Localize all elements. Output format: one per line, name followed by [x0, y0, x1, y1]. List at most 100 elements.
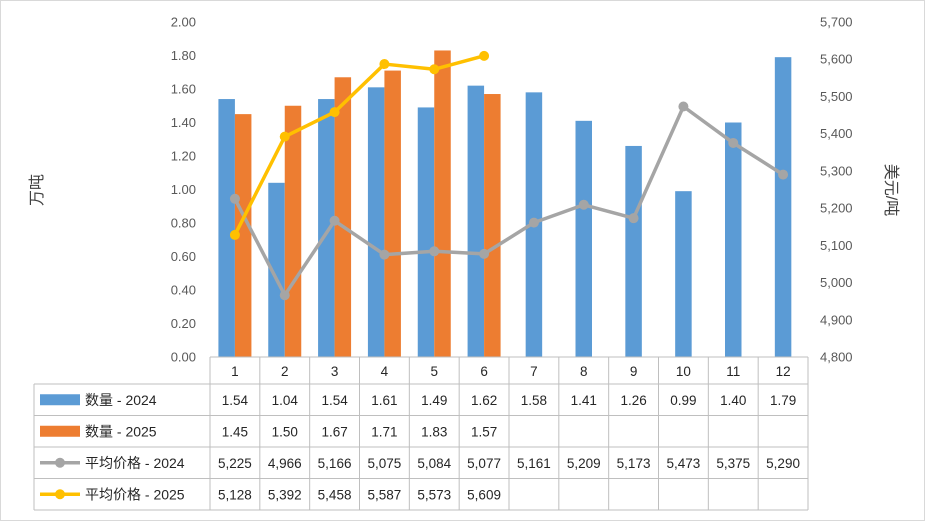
y-tick-right: 5,300: [820, 163, 853, 178]
data-label: 1.71: [371, 424, 397, 439]
y-tick-left: 1.60: [171, 82, 196, 97]
data-label: 1.79: [770, 393, 796, 408]
x-tick-label: 11: [726, 364, 740, 379]
bar-qty-2024: [467, 85, 485, 358]
data-label: 5,084: [417, 456, 451, 471]
legend-marker: [55, 457, 65, 468]
point-price-2024: [379, 249, 390, 260]
point-price-2024: [678, 101, 689, 112]
data-label: 1.67: [321, 424, 347, 439]
legend-swatch: [40, 394, 80, 406]
data-label: 5,458: [318, 487, 352, 502]
data-label: 5,473: [667, 456, 701, 471]
data-label: 5,392: [268, 487, 302, 502]
data-label: 1.62: [471, 393, 497, 408]
data-label: 1.54: [321, 393, 348, 408]
y-tick-right: 5,500: [820, 89, 853, 104]
data-label: 1.58: [521, 393, 547, 408]
y-tick-right: 5,700: [820, 15, 853, 30]
y-tick-right: 5,600: [820, 52, 853, 67]
data-label: 1.40: [720, 393, 746, 408]
data-label: 0.99: [670, 393, 696, 408]
y-tick-left: 0.20: [171, 316, 196, 331]
x-tick-label: 5: [430, 364, 438, 379]
point-price-2024: [778, 169, 789, 180]
x-tick-label: 2: [281, 364, 289, 379]
data-label: 1.41: [571, 393, 597, 408]
point-price-2024: [329, 215, 340, 226]
data-label: 5,290: [766, 456, 800, 471]
y-tick-right: 5,000: [820, 275, 853, 290]
x-tick-label: 7: [530, 364, 538, 379]
bar-qty-2024: [625, 145, 642, 357]
point-price-2024: [429, 246, 440, 257]
bar-qty-2025: [334, 77, 352, 358]
point-price-2024: [229, 193, 240, 204]
data-label: 1.50: [272, 424, 298, 439]
data-label: 1.83: [421, 424, 447, 439]
data-label: 5,166: [318, 456, 352, 471]
data-label: 5,609: [467, 487, 501, 502]
y-tick-left: 0.40: [171, 283, 196, 298]
bar-qty-2025: [384, 70, 401, 357]
x-tick-label: 9: [630, 364, 638, 379]
data-label: 5,128: [218, 487, 252, 502]
data-label: 1.04: [272, 393, 299, 408]
data-label: 4,966: [268, 456, 302, 471]
bar-qty-2025: [434, 50, 451, 357]
bar-qty-2024: [268, 182, 285, 357]
bar-qty-2024: [367, 87, 385, 357]
point-price-2025: [379, 59, 390, 70]
point-price-2024: [528, 217, 539, 228]
bar-qty-2024: [675, 191, 692, 357]
point-price-2024: [628, 213, 639, 224]
y-tick-left: 1.80: [171, 48, 196, 63]
point-price-2025: [329, 107, 340, 118]
data-label: 1.57: [471, 424, 497, 439]
data-label: 5,209: [567, 456, 601, 471]
bar-qty-2024: [575, 120, 592, 357]
bar-qty-2024: [417, 107, 435, 357]
bar-qty-2025: [234, 114, 252, 357]
y-tick-left: 1.20: [171, 149, 196, 164]
x-tick-label: 6: [480, 364, 488, 379]
point-price-2024: [279, 290, 290, 301]
data-label: 5,225: [218, 456, 252, 471]
legend-label: 数量 - 2024: [85, 392, 157, 408]
point-price-2025: [279, 131, 290, 142]
y-tick-right: 4,900: [820, 312, 853, 327]
x-tick-label: 1: [231, 364, 239, 379]
y-tick-right: 5,200: [820, 201, 853, 216]
data-label: 1.45: [222, 424, 248, 439]
legend-marker: [55, 489, 65, 500]
legend-swatch: [40, 425, 80, 437]
y-tick-left: 1.40: [171, 115, 196, 130]
data-label: 5,077: [467, 456, 501, 471]
bar-qty-2024: [725, 122, 742, 357]
data-label: 1.26: [620, 393, 646, 408]
point-price-2025: [229, 229, 240, 240]
point-price-2024: [479, 248, 490, 259]
y-tick-left: 0.80: [171, 216, 196, 231]
line-price-2025: [233, 54, 485, 236]
y-tick-right: 5,100: [820, 238, 853, 253]
line-price-2024: [233, 104, 785, 297]
legend-label: 平均价格 - 2025: [85, 486, 185, 502]
data-label: 1.61: [371, 393, 397, 408]
point-price-2025: [479, 50, 490, 61]
point-price-2024: [728, 137, 739, 148]
bar-qty-2024: [318, 99, 335, 358]
bar-qty-2025: [284, 105, 302, 357]
data-label: 1.54: [222, 393, 249, 408]
y-axis-title-left: 万吨: [28, 174, 46, 206]
data-label: 5,173: [617, 456, 651, 471]
data-label: 5,573: [417, 487, 451, 502]
legend-label: 平均价格 - 2024: [85, 455, 185, 471]
y-tick-left: 0.00: [171, 350, 196, 365]
data-label: 5,375: [716, 456, 750, 471]
y-tick-left: 1.00: [171, 182, 196, 197]
x-tick-label: 3: [331, 364, 339, 379]
data-label: 5,075: [368, 456, 402, 471]
